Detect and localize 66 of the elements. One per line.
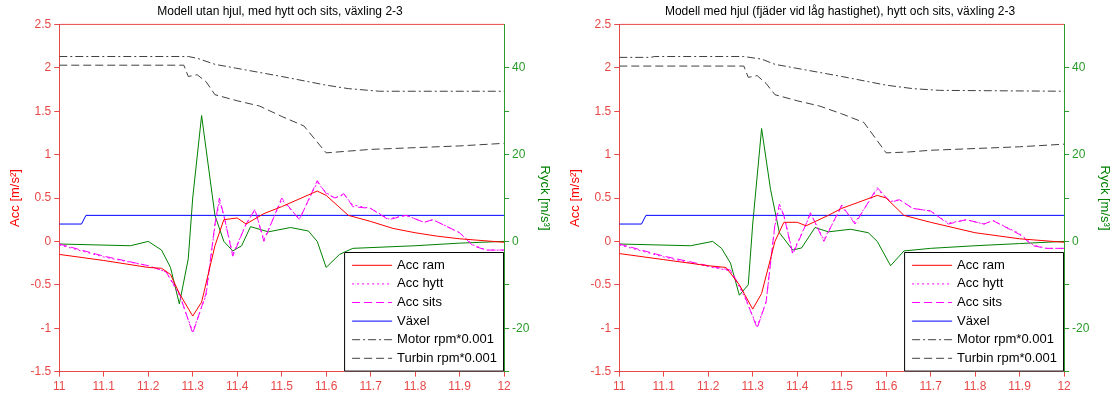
y2-tick-label: 0 xyxy=(512,233,520,248)
x-tick-label: 11.9 xyxy=(448,379,472,394)
x-tick-label: 11.2 xyxy=(137,379,160,394)
y2-axis-title: Ryck [m/s³] xyxy=(1097,165,1113,231)
legend-label: Acc hytt xyxy=(397,275,444,291)
legend-label: Växel xyxy=(397,312,430,328)
x-tick-label: 11.4 xyxy=(785,379,809,394)
x-tick-label: 12 xyxy=(497,379,512,394)
x-tick-label: 11.6 xyxy=(314,379,338,394)
y-tick-label: 1 xyxy=(604,146,612,161)
y-tick-label: 2 xyxy=(44,60,52,75)
y2-tick-label: 40 xyxy=(1072,60,1086,75)
x-tick-label: 11 xyxy=(613,379,626,394)
y2-tick-label: -20 xyxy=(512,320,530,335)
y2-tick-label: -20 xyxy=(1072,320,1090,335)
x-tick-label: 11.1 xyxy=(92,379,116,394)
chart-title: Modell med hjul (fjäder vid låg hastighet), hytt och sits, växling 2-3 xyxy=(664,3,1016,18)
y-axis-title: Acc [m/s²] xyxy=(7,169,23,227)
legend-label: Motor rpm*0.001 xyxy=(397,331,494,347)
y-tick-label: 1.5 xyxy=(594,103,612,118)
y-tick-label: -0.5 xyxy=(590,277,612,292)
x-tick-label: 11.2 xyxy=(697,379,720,394)
x-tick-label: 11.8 xyxy=(403,379,427,394)
x-tick-label: 11.1 xyxy=(652,379,676,394)
legend-label: Turbin rpm*0.001 xyxy=(957,349,1058,365)
legend-label: Turbin rpm*0.001 xyxy=(397,349,498,365)
x-tick-label: 11.5 xyxy=(830,379,854,394)
y-tick-label: 2.5 xyxy=(34,16,52,31)
x-tick-label: 11.8 xyxy=(963,379,987,394)
y-axis-title: Acc [m/s²] xyxy=(567,169,583,227)
x-tick-label: 11.7 xyxy=(919,379,943,394)
x-tick-label: 11.4 xyxy=(225,379,249,394)
y-tick-label: 1 xyxy=(44,146,52,161)
legend-label: Motor rpm*0.001 xyxy=(957,331,1054,347)
y-tick-label: -1 xyxy=(600,320,612,335)
x-tick-label: 11.6 xyxy=(874,379,898,394)
y2-axis-title: Ryck [m/s³] xyxy=(537,165,553,231)
chart-title: Modell utan hjul, med hytt och sits, växling 2-3 xyxy=(157,3,404,18)
y-tick-label: 0.5 xyxy=(594,190,612,205)
y2-tick-label: 20 xyxy=(1072,146,1086,161)
y-tick-label: 1.5 xyxy=(34,103,52,118)
y2-tick-label: 40 xyxy=(512,60,526,75)
y2-tick-label: 0 xyxy=(1072,233,1080,248)
legend-label: Acc ram xyxy=(957,256,1005,272)
y-tick-label: 2 xyxy=(604,60,612,75)
y-tick-label: -1.5 xyxy=(30,363,52,378)
x-tick-label: 11.3 xyxy=(181,379,205,394)
y-tick-label: 0 xyxy=(604,233,612,248)
y-tick-label: 2.5 xyxy=(594,16,612,31)
legend-label: Växel xyxy=(957,312,990,328)
x-tick-label: 11.9 xyxy=(1008,379,1032,394)
y-tick-label: 0 xyxy=(44,233,52,248)
y2-tick-label: 20 xyxy=(512,146,526,161)
y-tick-label: 0.5 xyxy=(34,190,52,205)
y-tick-label: -1.5 xyxy=(590,363,612,378)
y-tick-label: -0.5 xyxy=(30,277,52,292)
legend-label: Acc hytt xyxy=(957,275,1004,291)
x-tick-label: 11.3 xyxy=(741,379,765,394)
x-tick-label: 11 xyxy=(53,379,66,394)
legend-label: Acc ram xyxy=(397,256,445,272)
x-tick-label: 11.5 xyxy=(270,379,294,394)
x-tick-label: 12 xyxy=(1057,379,1072,394)
legend-label: Acc sits xyxy=(397,294,443,310)
legend-label: Acc sits xyxy=(957,294,1003,310)
y-tick-label: -1 xyxy=(40,320,52,335)
x-tick-label: 11.7 xyxy=(359,379,383,394)
